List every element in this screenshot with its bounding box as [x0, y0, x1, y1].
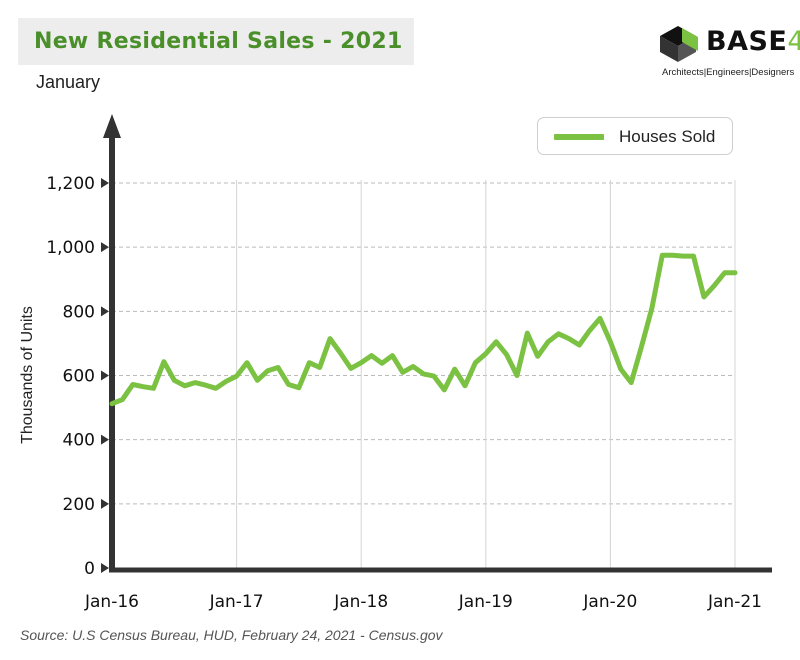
y-tick-mark: [101, 370, 109, 381]
logo-number: 4: [787, 26, 800, 57]
y-tick-mark: [101, 434, 109, 445]
y-tick-label: 800: [63, 302, 95, 322]
y-tick-mark: [101, 178, 109, 188]
y-axis-title: Thousands of Units: [19, 306, 36, 444]
logo-tagline: Architects|Engineers|Designers: [662, 67, 795, 78]
legend-label: Houses Sold: [619, 127, 716, 146]
y-tick-label: 1,200: [46, 174, 95, 194]
y-tick-mark: [101, 498, 109, 509]
y-tick-mark: [101, 563, 109, 573]
y-tick-label: 1,000: [46, 238, 95, 258]
base4-logo: BASE4 Architects|Engineers|Designers: [652, 22, 800, 82]
legend-swatch: [554, 134, 604, 140]
source-note: Source: U.S Census Bureau, HUD, February…: [20, 627, 443, 643]
legend: Houses Sold: [537, 117, 733, 155]
x-tick-label: Jan-19: [458, 592, 513, 612]
x-tick-label: Jan-21: [707, 592, 762, 612]
logo-wordmark: BASE4: [706, 26, 800, 57]
x-tick-label: Jan-20: [582, 592, 637, 612]
y-tick-label: 400: [63, 431, 95, 451]
series-line-houses-sold: [109, 252, 738, 407]
chart-title: New Residential Sales - 2021: [34, 29, 403, 54]
y-axis-arrow: [103, 114, 121, 138]
cube-logo-icon: [660, 26, 698, 62]
y-tick-mark: [101, 306, 109, 317]
x-tick-label: Jan-16: [84, 592, 139, 612]
y-tick-mark: [101, 242, 109, 253]
y-tick-label: 0: [84, 559, 95, 579]
y-tick-label: 600: [63, 367, 95, 387]
chart-subtitle: January: [36, 72, 101, 92]
x-tick-label: Jan-17: [209, 592, 264, 612]
y-tick-label: 200: [63, 495, 95, 515]
x-tick-label: Jan-18: [333, 592, 388, 612]
title-box: New Residential Sales - 2021: [18, 18, 414, 65]
logo-word: BASE: [706, 26, 788, 57]
